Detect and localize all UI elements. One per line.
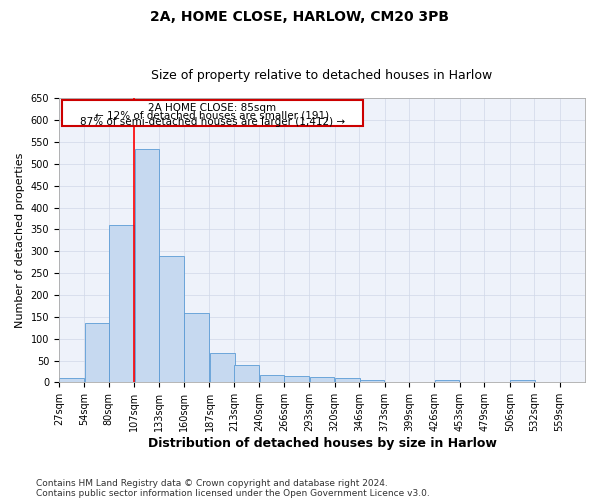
Bar [359,380,384,382]
Bar [184,314,209,382]
Text: Contains public sector information licensed under the Open Government Licence v3: Contains public sector information licen… [36,488,430,498]
Bar [109,225,134,382]
Text: 2A HOME CLOSE: 85sqm: 2A HOME CLOSE: 85sqm [148,103,277,113]
Text: ← 12% of detached houses are smaller (191): ← 12% of detached houses are smaller (19… [95,110,329,120]
Bar [310,376,334,382]
Bar [134,148,159,382]
Bar [85,322,109,382]
Bar [335,378,359,382]
Bar [235,365,259,382]
Bar [510,380,535,382]
Bar [159,256,184,382]
Bar [260,375,284,382]
Text: 2A, HOME CLOSE, HARLOW, CM20 3PB: 2A, HOME CLOSE, HARLOW, CM20 3PB [151,10,449,24]
Bar [284,376,309,382]
X-axis label: Distribution of detached houses by size in Harlow: Distribution of detached houses by size … [148,437,496,450]
Bar [62,100,363,126]
Bar [210,352,235,382]
Title: Size of property relative to detached houses in Harlow: Size of property relative to detached ho… [151,69,493,82]
Y-axis label: Number of detached properties: Number of detached properties [15,152,25,328]
Bar [59,378,84,382]
Bar [435,380,460,382]
Text: 87% of semi-detached houses are larger (1,412) →: 87% of semi-detached houses are larger (… [80,117,345,127]
Text: Contains HM Land Registry data © Crown copyright and database right 2024.: Contains HM Land Registry data © Crown c… [36,478,388,488]
